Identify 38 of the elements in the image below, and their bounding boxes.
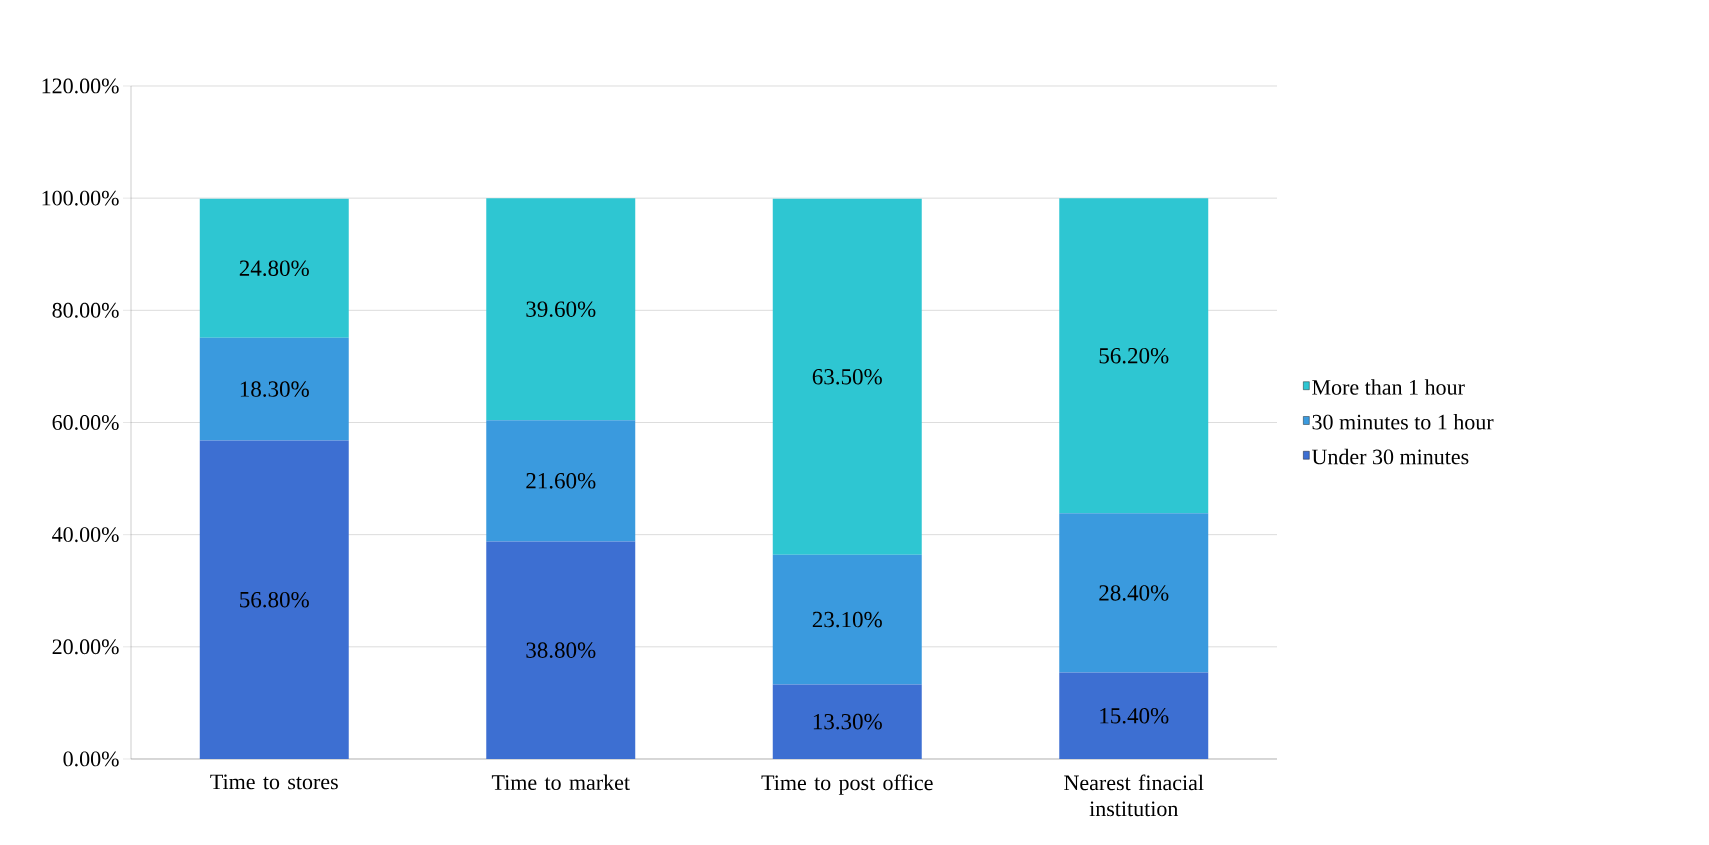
y-tick-label: 40.00% (52, 527, 119, 543)
bar (486, 420, 636, 542)
y-tick-label: 0.00% (63, 751, 119, 767)
data-label: 24.80% (239, 260, 309, 277)
bar (199, 337, 349, 441)
data-label: 18.30% (240, 381, 309, 397)
data-label: 56.80% (240, 591, 309, 608)
data-label: 15.40% (1100, 707, 1169, 724)
x-tick-label: Time to stores (210, 774, 338, 790)
data-label: 23.10% (812, 611, 882, 628)
bar (199, 198, 349, 338)
bar (1059, 672, 1209, 759)
bar (199, 440, 349, 759)
x-tick-label: Time to post office (761, 774, 933, 795)
y-tick-label: 80.00% (52, 302, 119, 318)
bar (772, 198, 922, 555)
legend-label: 30 minutes to 1 hour (1312, 414, 1494, 430)
y-tick-label: 120.00% (42, 78, 119, 94)
x-tick-label: Nearest finacial institution (1064, 774, 1204, 817)
data-label: 63.50% (812, 368, 882, 385)
data-label: 13.30% (813, 713, 882, 730)
y-tick-label: 60.00% (52, 415, 119, 430)
data-label: 38.80% (526, 642, 596, 658)
bar (1059, 198, 1209, 514)
bar (772, 684, 922, 759)
bar (486, 541, 636, 759)
x-tick-label: Time to market (491, 774, 630, 790)
data-label: 21.60% (526, 472, 596, 489)
y-tick-label: 20.00% (52, 639, 119, 655)
y-tick-label: 100.00% (42, 190, 119, 206)
bar (486, 198, 636, 421)
bar (772, 554, 922, 685)
bar (1059, 513, 1209, 673)
legend-label: More than 1 hour (1312, 379, 1465, 395)
legend-label: Under 30 minutes (1311, 448, 1469, 465)
data-label: 39.60% (526, 301, 596, 318)
data-label: 56.20% (1099, 347, 1169, 364)
data-label: 28.40% (1099, 585, 1169, 601)
